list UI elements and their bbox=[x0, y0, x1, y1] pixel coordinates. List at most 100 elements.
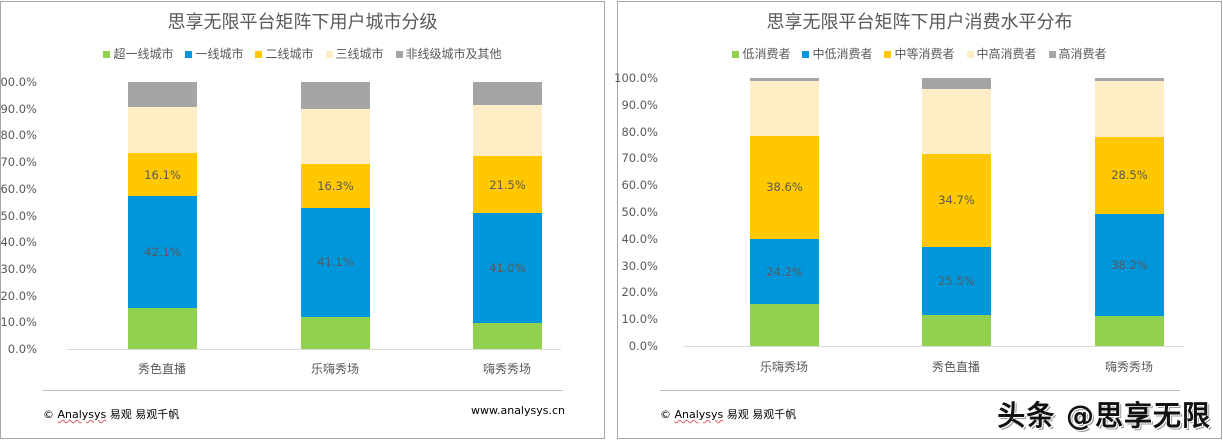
legend-item: 中低消费者 bbox=[802, 45, 872, 62]
legend-item: 高消费者 bbox=[1048, 45, 1107, 62]
bar-segment bbox=[128, 107, 197, 154]
x-category-label: 嗨秀秀场 bbox=[482, 362, 531, 376]
footer-brand-rest: 易观 易观千帆 bbox=[726, 408, 797, 421]
data-label: 42.1% bbox=[144, 245, 181, 260]
data-label: 41.1% bbox=[317, 255, 354, 270]
bar-segment bbox=[750, 80, 819, 136]
x-category-label: 嗨秀秀场 bbox=[1104, 360, 1153, 374]
data-label: 16.1% bbox=[144, 167, 181, 182]
chart-panel-city-tier: 思享无限平台矩阵下用户城市分级 超一线城市 一线城市 二线城市 三线城市 非线级城市及其… bbox=[0, 1, 605, 439]
bar-segment bbox=[128, 82, 197, 108]
y-tick-label: 50.0% bbox=[621, 205, 658, 219]
legend-item: 低消费者 bbox=[732, 45, 790, 62]
watermark-text: 头条 @思享无限 bbox=[997, 399, 1211, 432]
y-tick-label: 80.0% bbox=[621, 124, 658, 139]
y-tick-label: 90.0% bbox=[621, 97, 658, 112]
bar-segment bbox=[473, 82, 542, 105]
x-category-label: 乐嗨秀场 bbox=[759, 360, 808, 374]
y-tick-label: 10.0% bbox=[0, 315, 37, 330]
legend-swatch-icon bbox=[185, 51, 193, 58]
data-label: 21.5% bbox=[489, 177, 526, 192]
legend-swatch-icon bbox=[103, 51, 111, 58]
bar-segment: 28.5% bbox=[1095, 137, 1164, 214]
bar-segment bbox=[1095, 315, 1164, 346]
y-tick-label: 50.0% bbox=[0, 208, 37, 223]
bar-segment bbox=[1095, 80, 1164, 138]
legend-swatch-icon bbox=[255, 51, 263, 58]
bar-segment bbox=[922, 78, 991, 90]
bar-segment: 16.1% bbox=[128, 153, 197, 197]
footer-url: www.analysys.cn bbox=[471, 404, 565, 417]
stacked-bar: 24.2% 38.6% bbox=[750, 78, 819, 346]
footer-source: © Analysys 易观 易观千帆 bbox=[43, 406, 179, 422]
y-tick-label: 60.0% bbox=[621, 178, 658, 193]
bar-segment bbox=[128, 308, 197, 349]
legend-label: 低消费者 bbox=[742, 47, 791, 61]
legend-label: 中低消费者 bbox=[812, 47, 873, 61]
bar-segment: 41.1% bbox=[301, 207, 370, 318]
x-category-label: 乐嗨秀场 bbox=[310, 362, 359, 376]
y-tick-label: 40.0% bbox=[0, 235, 37, 250]
y-tick-label: 20.0% bbox=[0, 288, 37, 303]
legend-swatch-icon bbox=[395, 51, 403, 58]
data-label: 38.6% bbox=[766, 180, 803, 195]
data-label: 24.2% bbox=[766, 264, 803, 279]
stacked-bar: 41.1% 16.3% bbox=[301, 82, 370, 349]
chart-title: 思享无限平台矩阵下用户城市分级 bbox=[167, 12, 438, 33]
legend-swatch-icon bbox=[802, 51, 810, 58]
plot-area: 0.0% 10.0% 20.0% 30.0% 40.0% 50.0% 60.0% 70.0% 8… bbox=[614, 2, 1221, 438]
bar-segment: 41.0% bbox=[473, 213, 542, 323]
y-tick-label: 70.0% bbox=[621, 151, 658, 166]
legend-item: 中高消费者 bbox=[966, 45, 1037, 62]
y-tick-label: 90.0% bbox=[0, 101, 37, 116]
chart-legend: 超一线城市 一线城市 二线城市 三线城市 非线级城市及其他 bbox=[1, 45, 604, 62]
legend-item: 超一线城市 bbox=[103, 45, 173, 62]
legend-label: 超一线城市 bbox=[113, 47, 174, 61]
stacked-bar: 41.0% 21.5% bbox=[473, 82, 542, 349]
y-tick-label: 80.0% bbox=[0, 128, 37, 143]
bar-segment: 25.5% bbox=[922, 246, 991, 315]
footer-divider bbox=[43, 390, 563, 391]
y-tick-label: 30.0% bbox=[621, 258, 658, 273]
legend-swatch-icon bbox=[884, 51, 892, 58]
data-label: 25.5% bbox=[938, 273, 975, 288]
bar-segment: 21.5% bbox=[473, 155, 542, 214]
legend-swatch-icon bbox=[732, 51, 740, 58]
data-label: 41.0% bbox=[489, 261, 526, 276]
bar-segment bbox=[301, 82, 370, 109]
footer-source: © Analysys 易观 易观千帆 bbox=[660, 406, 796, 422]
legend-item: 非线级城市及其他 bbox=[395, 45, 502, 62]
y-tick-label: 0.0% bbox=[628, 339, 658, 353]
bar-segment: 34.7% bbox=[922, 153, 991, 247]
bar-segment bbox=[301, 317, 370, 349]
legend-swatch-icon bbox=[966, 51, 974, 58]
legend-label: 二线城市 bbox=[265, 47, 314, 61]
x-category-label: 秀色直播 bbox=[137, 362, 186, 376]
stacked-bar: 42.1% 16.1% bbox=[128, 82, 197, 349]
data-label: 34.7% bbox=[938, 193, 975, 208]
bar-segment: 38.6% bbox=[750, 135, 819, 240]
y-tick-label: 0.0% bbox=[7, 342, 37, 356]
bar-segment bbox=[922, 89, 991, 154]
legend-swatch-icon bbox=[325, 51, 333, 58]
legend-label: 一线城市 bbox=[195, 47, 244, 61]
footer-brand: Analysys bbox=[674, 408, 724, 421]
copyright-symbol: © bbox=[43, 408, 54, 421]
bar-segment bbox=[473, 105, 542, 156]
x-axis-line bbox=[684, 346, 1184, 347]
bar-segment bbox=[750, 303, 819, 346]
y-tick-label: 10.0% bbox=[621, 312, 658, 327]
chart-title: 思享无限平台矩阵下用户消费水平分布 bbox=[766, 12, 1073, 33]
bar-segment: 16.3% bbox=[301, 163, 370, 208]
x-axis-line bbox=[67, 349, 561, 350]
legend-label: 三线城市 bbox=[335, 47, 384, 61]
copyright-symbol: © bbox=[660, 408, 671, 421]
y-tick-label: 70.0% bbox=[0, 155, 37, 170]
legend-label: 中等消费者 bbox=[894, 47, 955, 61]
footer-brand-rest: 易观 易观千帆 bbox=[109, 408, 180, 421]
bar-segment bbox=[1095, 78, 1164, 81]
footer-divider bbox=[660, 390, 1180, 391]
data-label: 38.2% bbox=[1111, 257, 1148, 272]
footer-brand: Analysys bbox=[57, 408, 107, 421]
chart-legend: 低消费者 中低消费者 中等消费者 中高消费者 高消费者 bbox=[618, 45, 1221, 62]
